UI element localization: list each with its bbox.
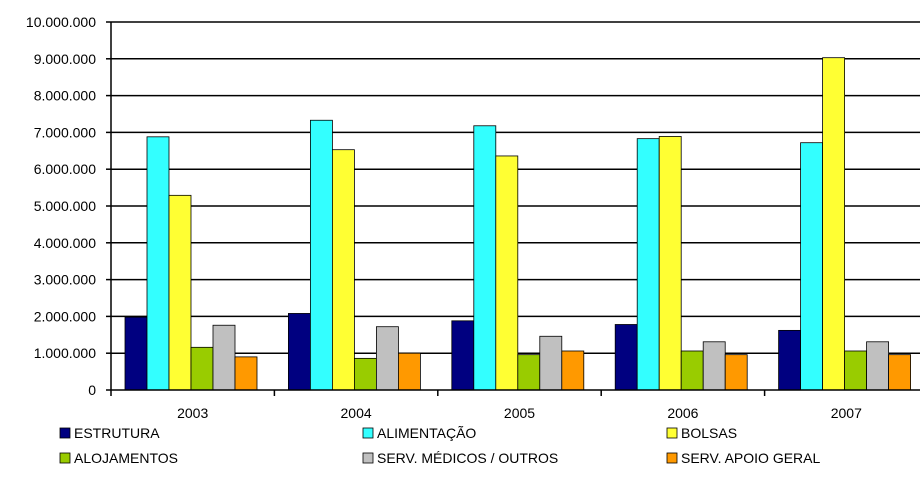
- bar-2003-3: [168, 194, 192, 391]
- x-tick-label: 2005: [504, 405, 535, 421]
- x-tick-label: 2006: [667, 405, 698, 421]
- legend-swatch: [59, 427, 71, 439]
- y-tick-label: 5.000.000: [34, 198, 96, 214]
- y-tick-label: 3.000.000: [34, 272, 96, 288]
- y-tick-label: 10.000.000: [26, 14, 96, 30]
- legend-label: BOLSAS: [681, 425, 737, 441]
- bar-2007-3: [822, 57, 845, 391]
- bar-2004-2: [309, 119, 333, 391]
- legend-label: ESTRUTURA: [74, 425, 160, 441]
- legend-swatch: [666, 427, 678, 439]
- axes: [106, 21, 920, 396]
- bar-2004-4: [353, 357, 377, 391]
- bar-2007-5: [866, 341, 889, 391]
- bar-2006-3: [658, 136, 682, 391]
- bar-2005-6: [561, 350, 585, 391]
- bar-2006-6: [724, 354, 748, 391]
- legend-swatch: [362, 452, 374, 464]
- bar-2005-2: [473, 125, 497, 391]
- legend-swatch: [362, 427, 374, 439]
- y-tick-label: 4.000.000: [34, 235, 96, 251]
- bar-2003-4: [190, 346, 214, 391]
- y-tick-label: 1.000.000: [34, 345, 96, 361]
- bar-2007-2: [800, 142, 823, 391]
- legend-label: ALOJAMENTOS: [74, 450, 178, 466]
- bars: [124, 57, 911, 391]
- legend-swatch: [59, 452, 71, 464]
- x-axis-tick-labels: 2003 2004 2005 2006 2007: [177, 405, 862, 421]
- bar-2005-3: [495, 155, 519, 391]
- bar-2006-2: [636, 138, 660, 391]
- x-tick-label: 2007: [831, 405, 862, 421]
- bar-2005-4: [517, 354, 541, 391]
- x-tick-label: 2003: [177, 405, 208, 421]
- bar-2006-4: [680, 350, 704, 391]
- bar-2005-1: [451, 320, 475, 391]
- bar-2005-5: [539, 335, 563, 391]
- x-tick-label: 2004: [341, 405, 372, 421]
- y-axis-tick-labels: 0 1.000.000 2.000.000 3.000.000 4.000.000 5.0…: [26, 14, 96, 398]
- y-tick-label: 2.000.000: [34, 308, 96, 324]
- bar-2003-2: [146, 136, 170, 391]
- y-tick-label: 6.000.000: [34, 161, 96, 177]
- bar-2003-6: [234, 356, 258, 391]
- y-tick-label: 0: [88, 382, 96, 398]
- y-tick-label: 9.000.000: [34, 51, 96, 67]
- gridlines: [111, 21, 920, 354]
- y-tick-label: 8.000.000: [34, 88, 96, 104]
- bar-2003-1: [124, 316, 148, 391]
- bar-2004-5: [375, 326, 399, 391]
- legend-swatch: [666, 452, 678, 464]
- legend-label: ALIMENTAÇÃO: [377, 425, 476, 441]
- legend-label: SERV. APOIO GERAL: [681, 450, 821, 466]
- bar-2007-6: [888, 354, 911, 391]
- legend: ESTRUTURA ALIMENTAÇÃO BOLSAS ALOJAMENTOS SER…: [59, 425, 821, 466]
- bar-2003-5: [212, 324, 236, 391]
- bar-2006-1: [614, 324, 638, 391]
- bar-2004-3: [331, 149, 355, 391]
- bar-2006-5: [702, 341, 726, 391]
- bar-2007-1: [778, 329, 801, 391]
- bar-2004-1: [287, 313, 311, 391]
- bar-2007-4: [844, 350, 867, 391]
- y-tick-label: 7.000.000: [34, 124, 96, 140]
- bar-2004-6: [397, 352, 421, 391]
- legend-label: SERV. MÉDICOS / OUTROS: [377, 450, 558, 466]
